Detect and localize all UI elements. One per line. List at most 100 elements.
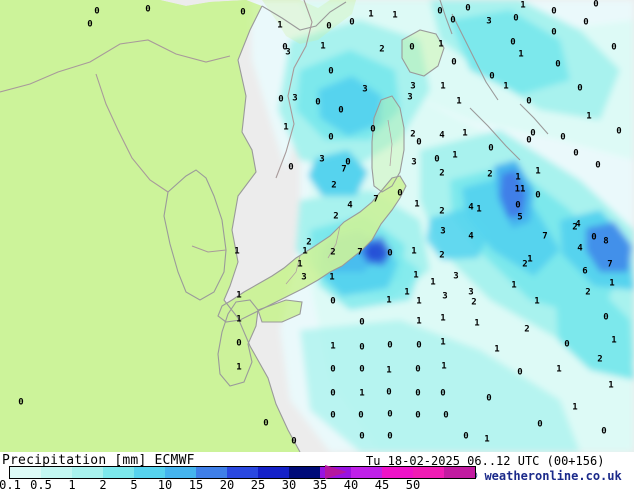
legend-colorbar[interactable] [9, 466, 476, 479]
legend-tick-50: 50 [405, 478, 421, 492]
precip-value-label: 0 [326, 21, 332, 32]
precip-value-label: 0 [560, 132, 566, 143]
legend-tick-40: 40 [343, 478, 359, 492]
precip-value-label: 3 [362, 84, 368, 95]
precip-value-label: 7 [341, 164, 347, 175]
precip-value-label: 4 [577, 243, 583, 254]
precip-value-label: 0 [440, 388, 446, 399]
precip-value-label: 1 [440, 337, 446, 348]
precip-value-label: 0 [288, 162, 294, 173]
legend-swatch-13[interactable] [413, 467, 444, 478]
precip-value-label: 1 [386, 365, 392, 376]
precip-value-label: 0 [387, 409, 393, 420]
precip-value-label: 0 [359, 431, 365, 442]
precip-value-label: 0 [450, 15, 456, 26]
precip-value-label: 0 [616, 126, 622, 137]
precip-value-label: 0 [291, 436, 297, 447]
precip-value-label: 0 [443, 410, 449, 421]
legend-swatch-7[interactable] [227, 467, 258, 478]
legend-swatch-14[interactable] [444, 467, 475, 478]
precip-value-label: 1 [440, 313, 446, 324]
precip-value-label: 0 [489, 71, 495, 82]
precip-value-label: 4 [439, 130, 445, 141]
precip-value-label: 0 [463, 431, 469, 442]
precip-value-label: 1 [416, 296, 422, 307]
precip-value-label: 0 [434, 154, 440, 165]
legend-swatch-12[interactable] [382, 467, 413, 478]
precip-value-label: 0 [611, 42, 617, 53]
precip-value-label: 2 [439, 206, 445, 217]
precip-value-label: 1 [586, 111, 592, 122]
precip-value-label: 2 [439, 250, 445, 261]
precip-value-label: 1 [414, 199, 420, 210]
precip-value-label: 0 [415, 410, 421, 421]
precip-value-label: 2 [524, 324, 530, 335]
map-footer: Precipitation [mm] ECMWF Tu 18-02-2025 0… [0, 452, 634, 492]
precip-value-label: 1 [441, 361, 447, 372]
precip-value-label: 2 [379, 44, 385, 55]
precip-value-label: 0 [94, 6, 100, 17]
precip-value-label: 2 [330, 247, 336, 258]
precip-value-label: 3 [319, 154, 325, 165]
precip-value-label: 0 [593, 0, 599, 10]
precip-value-label: 0 [451, 57, 457, 68]
legend-tick-0.1: 0.1 [0, 478, 21, 492]
legend-tick-35: 35 [312, 478, 328, 492]
precip-value-label: 2 [572, 222, 578, 233]
precip-value-label: 1 [440, 81, 446, 92]
legend-tick-labels: 0.1 0.5 1 2 5 10 15 20 25 30 35 40 45 50 [0, 478, 420, 492]
precip-value-label: 0 [397, 188, 403, 199]
precip-value-label: 0 [577, 83, 583, 94]
precip-value-label: 2 [585, 287, 591, 298]
precip-value-label: 0 [603, 312, 609, 323]
precip-value-label: 1 [608, 380, 614, 391]
precip-value-label: 3 [453, 271, 459, 282]
legend-tick-1: 1 [68, 478, 76, 492]
legend-swatch-8[interactable] [258, 467, 289, 478]
legend-tick-25: 25 [250, 478, 266, 492]
legend-swatch-0[interactable] [10, 467, 41, 478]
precip-value-label: 3 [301, 272, 307, 283]
precip-value-label: 1 [556, 364, 562, 375]
precip-value-label: 0 [564, 339, 570, 350]
model-run-timestamp: Tu 18-02-2025 06..12 UTC (00+156) [366, 454, 605, 468]
precip-value-label: 3 [486, 16, 492, 27]
precip-value-label: 0 [358, 410, 364, 421]
page-title: Precipitation [mm] ECMWF [2, 453, 195, 468]
precip-value-label: 0 [416, 340, 422, 351]
precip-value-label: 0 [415, 364, 421, 375]
legend-swatch-9[interactable] [289, 467, 320, 478]
legend-tick-45: 45 [374, 478, 390, 492]
legend-swatch-11[interactable] [351, 467, 382, 478]
legend-swatch-3[interactable] [103, 467, 134, 478]
precip-value-label: 0 [330, 388, 336, 399]
legend-swatch-6[interactable] [196, 467, 227, 478]
legend-swatch-4[interactable] [134, 467, 165, 478]
precip-value-label: 2 [410, 129, 416, 140]
precip-value-label: 3 [468, 287, 474, 298]
precip-value-label: 0 [409, 42, 415, 53]
precip-value-label: 0 [551, 6, 557, 17]
precip-value-label: 1 [438, 39, 444, 50]
precip-value-label: 1 [416, 316, 422, 327]
precip-value-label: 0 [359, 317, 365, 328]
precip-value-label: 0 [282, 42, 288, 53]
legend-swatch-2[interactable] [72, 467, 103, 478]
precip-value-label: 1 [392, 10, 398, 21]
precip-value-label: 0 [345, 157, 351, 168]
precip-value-label: 0 [416, 137, 422, 148]
precip-value-label: 2 [439, 168, 445, 179]
precip-value-label: 1 [236, 290, 242, 301]
precip-value-label: 0 [359, 342, 365, 353]
precip-value-label: 2 [471, 297, 477, 308]
precipitation-field [250, 0, 634, 452]
precip-value-label: 0 [465, 3, 471, 14]
coastline-layer [0, 0, 549, 452]
precip-value-label: 1 [302, 246, 308, 257]
precip-value-label: 1 [611, 335, 617, 346]
legend-overflow-arrow-icon [325, 465, 347, 479]
legend-tick-15: 15 [188, 478, 204, 492]
legend-swatch-1[interactable] [41, 467, 72, 478]
legend-swatch-5[interactable] [165, 467, 196, 478]
